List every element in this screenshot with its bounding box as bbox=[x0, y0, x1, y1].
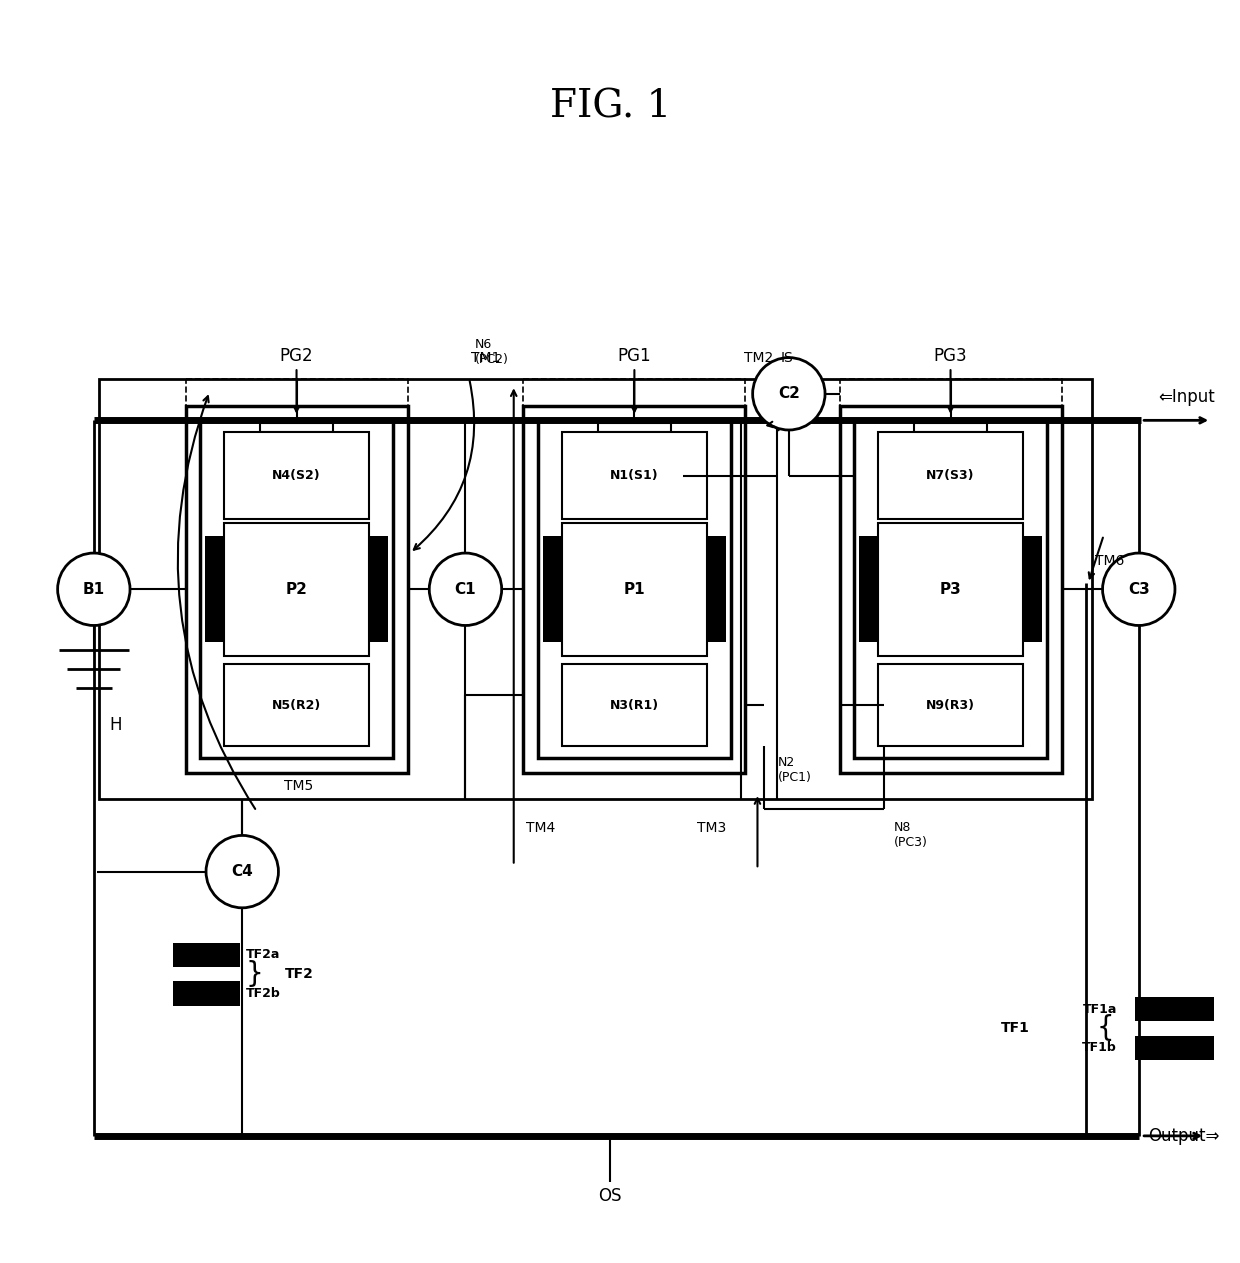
Bar bbox=[99, 379, 1091, 799]
Text: C2: C2 bbox=[777, 386, 800, 402]
Bar bbox=[1135, 1036, 1214, 1060]
Text: PG2: PG2 bbox=[280, 347, 314, 365]
Text: C4: C4 bbox=[232, 864, 253, 879]
Bar bbox=[562, 664, 707, 746]
Bar bbox=[878, 664, 1023, 746]
Bar bbox=[854, 421, 1047, 758]
Text: P2: P2 bbox=[285, 582, 308, 597]
Bar bbox=[174, 981, 239, 1005]
Text: PG1: PG1 bbox=[618, 347, 651, 365]
Text: TF1: TF1 bbox=[1001, 1022, 1030, 1036]
Text: N4(S2): N4(S2) bbox=[273, 470, 321, 482]
Text: FIG. 1: FIG. 1 bbox=[549, 88, 671, 125]
Bar bbox=[1023, 537, 1043, 643]
Text: P1: P1 bbox=[624, 582, 645, 597]
Bar bbox=[839, 379, 1061, 421]
Text: TM1: TM1 bbox=[471, 351, 501, 365]
Text: TM3: TM3 bbox=[697, 821, 727, 835]
Text: N1(S1): N1(S1) bbox=[610, 470, 658, 482]
Bar bbox=[1135, 997, 1214, 1022]
Text: TM5: TM5 bbox=[284, 779, 314, 793]
Circle shape bbox=[206, 835, 279, 908]
Text: TF2: TF2 bbox=[284, 967, 314, 981]
Text: }: } bbox=[246, 960, 264, 988]
Bar bbox=[260, 423, 332, 432]
Bar bbox=[205, 537, 224, 643]
Text: N3(R1): N3(R1) bbox=[610, 698, 658, 711]
Bar bbox=[598, 423, 671, 432]
Text: Output⇒: Output⇒ bbox=[1148, 1127, 1220, 1144]
Bar bbox=[224, 523, 370, 655]
Text: C1: C1 bbox=[455, 582, 476, 597]
Bar bbox=[839, 405, 1061, 773]
Text: TF2a: TF2a bbox=[246, 949, 280, 961]
Text: OS: OS bbox=[599, 1186, 622, 1205]
Text: TF2b: TF2b bbox=[246, 986, 280, 1000]
Text: N5(R2): N5(R2) bbox=[272, 698, 321, 711]
Text: B1: B1 bbox=[83, 582, 105, 597]
Text: TM6: TM6 bbox=[1095, 553, 1125, 567]
Text: N2
(PC1): N2 (PC1) bbox=[777, 755, 812, 784]
Text: ⇐Input: ⇐Input bbox=[1158, 388, 1215, 405]
Bar bbox=[859, 537, 878, 643]
Bar bbox=[914, 423, 987, 432]
Circle shape bbox=[753, 357, 825, 429]
Bar bbox=[707, 537, 727, 643]
Bar bbox=[224, 432, 370, 519]
Circle shape bbox=[57, 553, 130, 625]
Bar bbox=[878, 523, 1023, 655]
Bar bbox=[523, 379, 745, 421]
Text: N9(R3): N9(R3) bbox=[926, 698, 975, 711]
Text: PG3: PG3 bbox=[934, 347, 967, 365]
Bar bbox=[878, 432, 1023, 519]
Circle shape bbox=[1102, 553, 1176, 625]
Bar bbox=[370, 537, 388, 643]
Text: TM2: TM2 bbox=[744, 351, 774, 365]
Text: N7(S3): N7(S3) bbox=[926, 470, 975, 482]
Bar bbox=[538, 421, 730, 758]
Text: TM4: TM4 bbox=[526, 821, 556, 835]
Bar bbox=[186, 379, 408, 421]
Text: {: { bbox=[1097, 1014, 1115, 1042]
Text: N8
(PC3): N8 (PC3) bbox=[894, 821, 928, 849]
Text: P3: P3 bbox=[940, 582, 961, 597]
Text: N6
(PC2): N6 (PC2) bbox=[475, 338, 508, 366]
Bar bbox=[543, 537, 562, 643]
Text: H: H bbox=[109, 716, 122, 734]
Text: C3: C3 bbox=[1128, 582, 1149, 597]
Bar bbox=[562, 432, 707, 519]
Bar bbox=[523, 405, 745, 773]
Bar bbox=[174, 942, 239, 967]
Bar bbox=[200, 421, 393, 758]
Circle shape bbox=[429, 553, 502, 625]
Text: IS: IS bbox=[780, 351, 794, 365]
Bar bbox=[186, 405, 408, 773]
Bar bbox=[562, 523, 707, 655]
Text: TF1b: TF1b bbox=[1083, 1041, 1117, 1055]
Bar bbox=[224, 664, 370, 746]
Text: TF1a: TF1a bbox=[1083, 1003, 1117, 1015]
